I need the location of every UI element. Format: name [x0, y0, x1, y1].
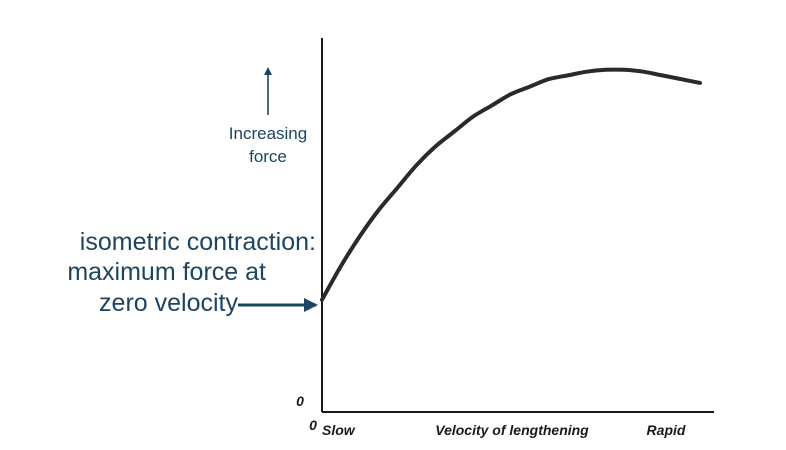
y-origin-label: 0 — [296, 393, 304, 409]
annotation-line-3: zero velocity — [99, 289, 238, 317]
y-axis-label-line-1: Increasing — [229, 124, 307, 143]
x-axis-label: Velocity of lengthening — [435, 422, 589, 438]
annotation-group: isometric contraction: maximum force at … — [67, 228, 318, 317]
axis-text-group: 0 0 Slow Velocity of lengthening Rapid — [296, 393, 686, 438]
y-axis-label-group: Increasing force — [229, 67, 307, 166]
axes — [321, 38, 714, 413]
annotation-line-1: isometric contraction: — [80, 228, 316, 256]
annotation-line-2: maximum force at — [67, 258, 266, 286]
y-axis-label-line-2: force — [249, 147, 287, 166]
x-tick-label-slow: Slow — [322, 422, 356, 438]
x-origin-label: 0 — [309, 417, 317, 433]
force-velocity-curve — [320, 67, 702, 302]
x-tick-label-rapid: Rapid — [647, 422, 686, 438]
